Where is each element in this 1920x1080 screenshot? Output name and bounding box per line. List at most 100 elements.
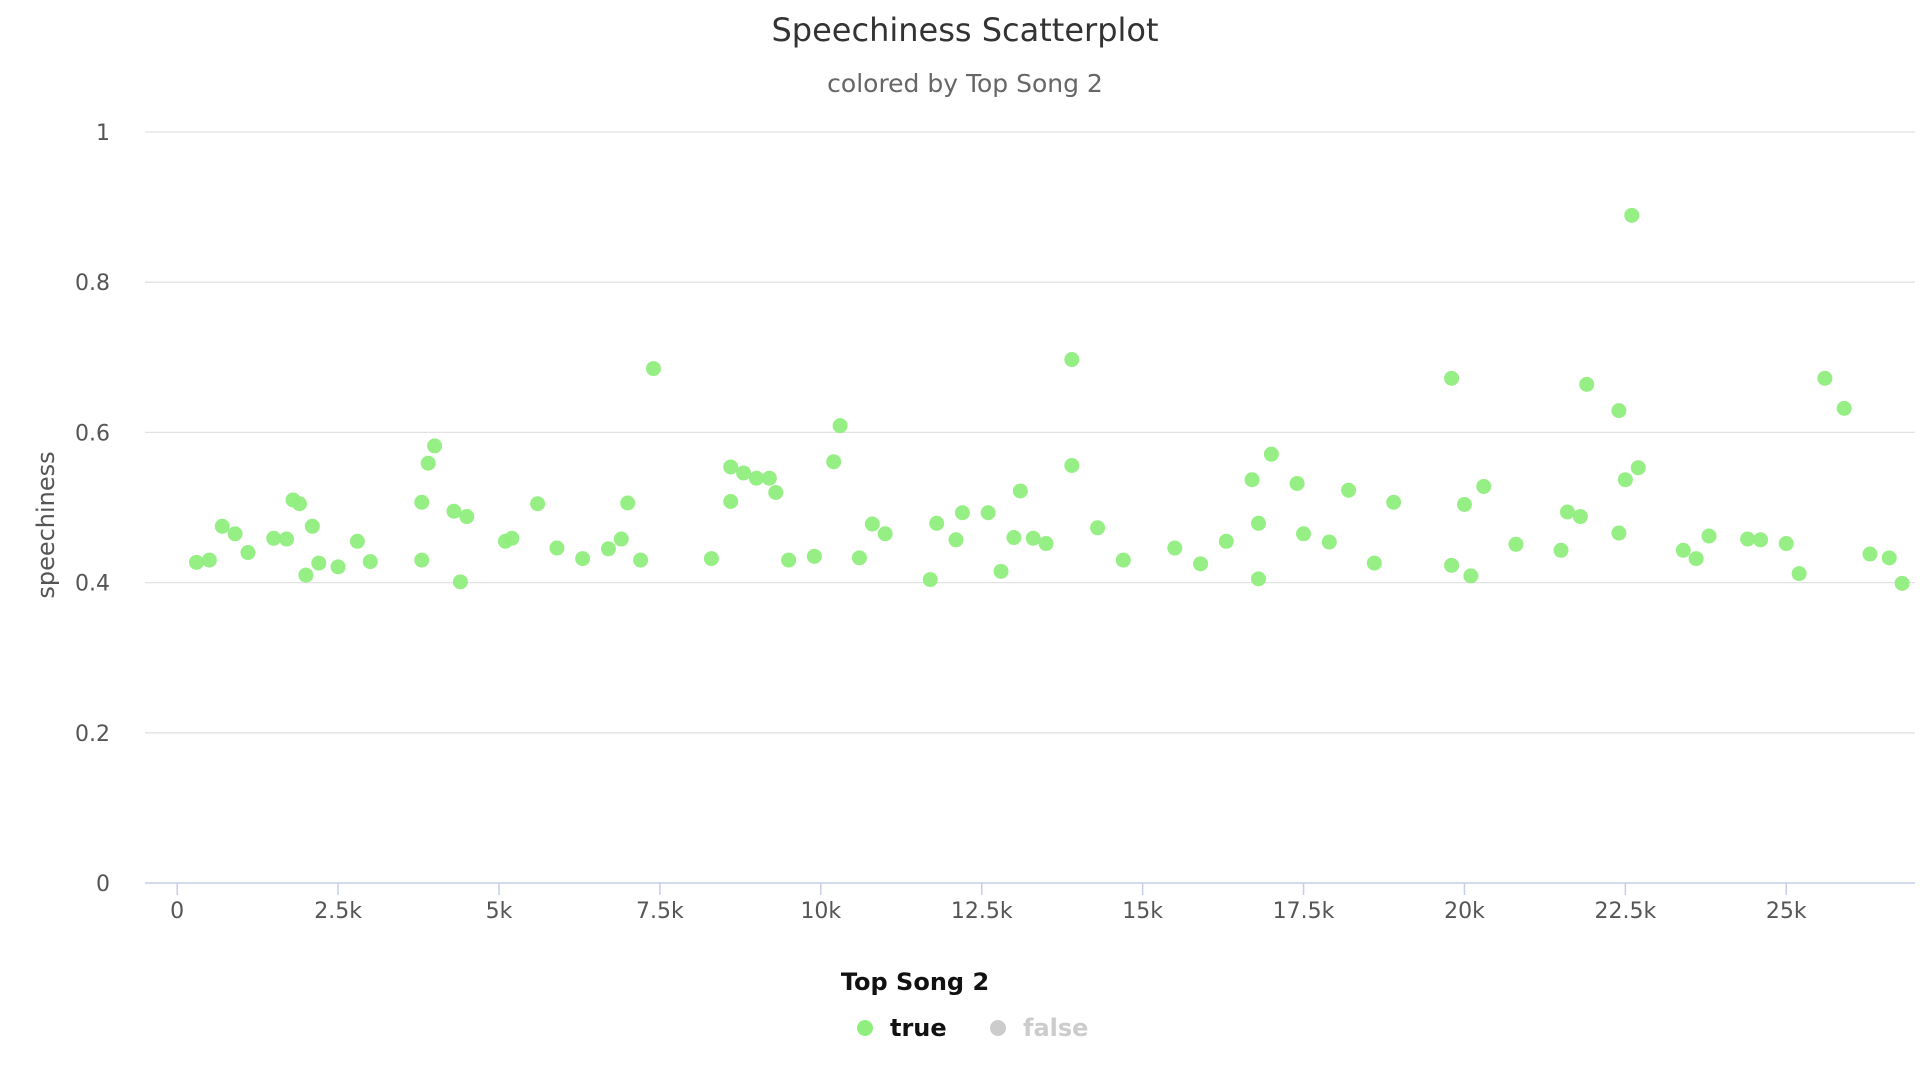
y-tick-label: 1	[96, 121, 110, 146]
data-point	[723, 493, 739, 509]
legend-title: Top Song 2	[841, 968, 989, 996]
data-point	[1630, 460, 1646, 476]
data-point	[1778, 536, 1794, 552]
y-axis: 0 0.2 0.4 0.6 0.8 1	[75, 121, 110, 897]
data-point	[1553, 542, 1569, 558]
data-point	[304, 518, 320, 534]
x-tick-label: 20k	[1444, 899, 1485, 924]
legend-item-true[interactable]: true	[857, 1014, 947, 1042]
data-point	[1624, 207, 1640, 223]
data-point	[1611, 403, 1627, 419]
data-point	[1250, 571, 1266, 587]
data-point	[1244, 472, 1260, 488]
data-point	[291, 496, 307, 512]
x-tick-label: 12.5k	[951, 899, 1013, 924]
data-point	[1862, 546, 1878, 562]
data-point	[1579, 376, 1595, 392]
x-tick-label: 17.5k	[1273, 899, 1335, 924]
data-point	[832, 418, 848, 434]
data-point	[362, 554, 378, 570]
data-point	[1817, 370, 1833, 386]
data-point	[1881, 550, 1897, 566]
x-tick-label: 2.5k	[314, 899, 362, 924]
data-point	[1341, 482, 1357, 498]
data-point	[993, 563, 1009, 579]
data-point	[748, 470, 764, 486]
data-point	[781, 552, 797, 568]
data-point	[1038, 536, 1054, 552]
data-point	[1740, 531, 1756, 547]
grid-lines	[145, 131, 1915, 734]
data-point	[736, 465, 752, 481]
data-point	[201, 552, 217, 568]
data-point	[214, 518, 230, 534]
data-point	[414, 552, 430, 568]
data-point	[980, 505, 996, 521]
data-point	[1386, 494, 1402, 510]
data-point	[1463, 568, 1479, 584]
data-point	[452, 574, 468, 590]
y-tick-label: 0.2	[75, 722, 110, 747]
data-point	[1688, 551, 1704, 567]
data-point	[1508, 536, 1524, 552]
data-point	[414, 494, 430, 510]
data-point	[420, 455, 436, 471]
data-point	[446, 503, 462, 519]
data-point	[633, 552, 649, 568]
data-point	[723, 459, 739, 475]
data-point	[427, 438, 443, 454]
data-point	[459, 509, 475, 525]
data-point	[349, 533, 365, 549]
legend-marker	[857, 1020, 873, 1036]
data-point	[1366, 555, 1382, 571]
data-point	[1617, 472, 1633, 488]
data-point	[1064, 352, 1080, 368]
data-point	[1250, 515, 1266, 531]
data-point	[1444, 370, 1460, 386]
data-point	[1611, 525, 1627, 541]
data-point	[645, 361, 661, 377]
data-point	[761, 470, 777, 486]
data-point	[1791, 566, 1807, 582]
data-point	[703, 551, 719, 567]
data-point	[1559, 504, 1575, 520]
data-point	[1321, 534, 1337, 550]
data-point	[1006, 530, 1022, 546]
x-tick-label: 15k	[1122, 899, 1163, 924]
data-point	[806, 548, 822, 564]
data-point	[240, 545, 256, 561]
data-point	[1444, 557, 1460, 573]
data-point	[1064, 457, 1080, 473]
data-point	[1218, 533, 1234, 549]
x-tick-label: 10k	[800, 899, 841, 924]
data-point	[1572, 509, 1588, 525]
chart-title: Speechiness Scatterplot	[771, 11, 1158, 49]
y-tick-label: 0.6	[75, 421, 110, 446]
legend-label: false	[1023, 1014, 1088, 1042]
data-point	[188, 554, 204, 570]
legend-item-false[interactable]: false	[990, 1014, 1088, 1042]
data-point	[530, 496, 546, 512]
data-point	[620, 495, 636, 511]
data-point	[311, 555, 327, 571]
legend-label: true	[890, 1014, 947, 1042]
x-tick-label: 5k	[486, 899, 513, 924]
data-point	[1289, 475, 1305, 491]
data-point	[279, 531, 295, 547]
data-point	[851, 550, 867, 566]
data-point	[1701, 528, 1717, 544]
data-point	[1115, 552, 1131, 568]
y-tick-label: 0.8	[75, 271, 110, 296]
data-point	[1193, 556, 1209, 572]
data-point	[1090, 520, 1106, 536]
legend-marker	[990, 1020, 1006, 1036]
x-axis: 0 2.5k 5k 7.5k 10k 12.5k 15k 17.5k 20k 22.5k 25k	[170, 883, 1807, 924]
data-point	[1296, 526, 1312, 542]
y-tick-label: 0.4	[75, 572, 110, 597]
data-point	[1476, 478, 1492, 494]
y-axis-title: speechiness	[32, 451, 60, 598]
data-point	[1836, 400, 1852, 416]
data-point	[1753, 532, 1769, 548]
